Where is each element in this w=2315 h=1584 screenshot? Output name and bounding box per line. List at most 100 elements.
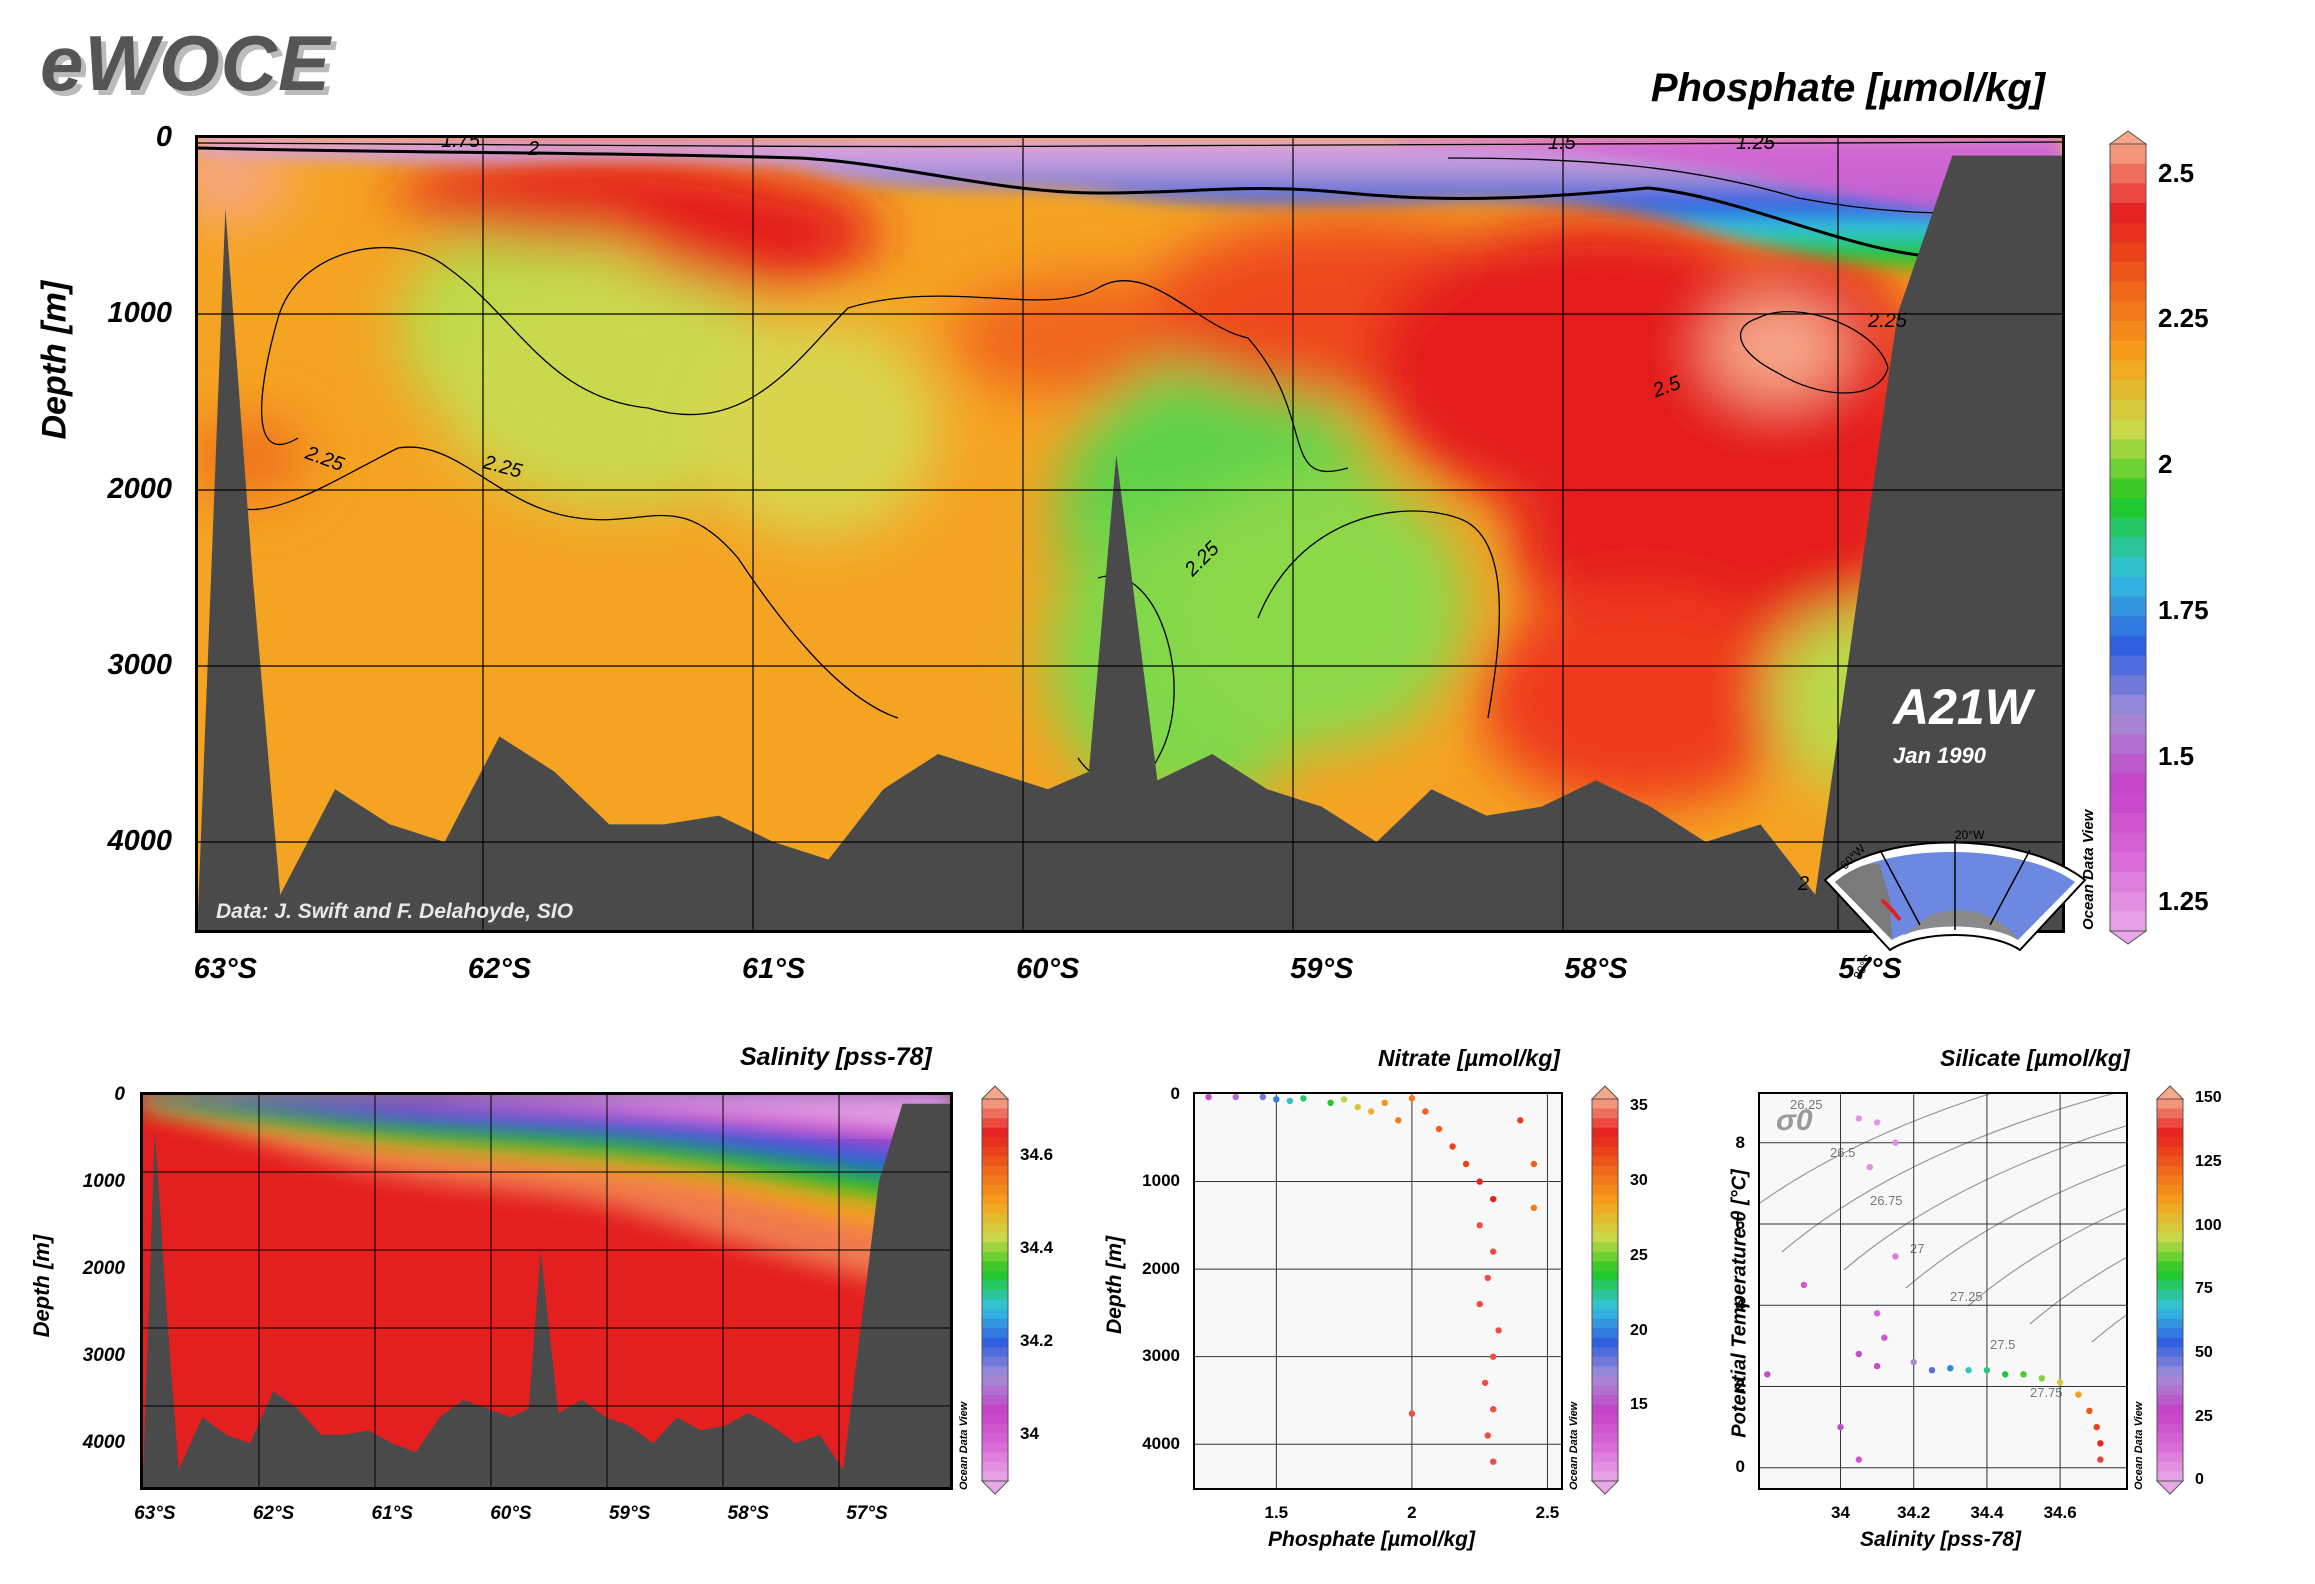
data-credit: Data: J. Swift and F. Delahoyde, SIO: [216, 900, 574, 923]
nitrate-point: [1259, 1094, 1266, 1101]
silicate-point: [1873, 1310, 1881, 1317]
main-ytick-4: 4000: [107, 824, 172, 857]
colorbar-segment: [982, 1423, 1008, 1434]
colorbar-segment: [982, 1347, 1008, 1358]
colorbar-segment: [2110, 714, 2146, 735]
colorbar-segment: [1592, 1127, 1618, 1138]
colorbar-cap: [2155, 1480, 2185, 1495]
colorbar-segment: [2110, 419, 2146, 440]
nitrate-point: [1368, 1108, 1375, 1115]
silicate-colorbar-svg: [2155, 1085, 2185, 1495]
colorbar-segment: [1592, 1137, 1618, 1148]
nitrate-point: [1481, 1379, 1489, 1387]
colorbar-segment: [2110, 911, 2146, 932]
colorbar-segment: [2157, 1395, 2183, 1406]
main-chart-title: Phosphate [µmol/kg]: [1650, 66, 2045, 110]
nitrate-watermark: Ocean Data View: [1568, 1401, 1580, 1490]
phosphate-section-svg: [198, 138, 2062, 930]
phosphate-colorbar: [2108, 130, 2148, 945]
sigma-label: σ0: [1776, 1104, 1813, 1137]
colorbar-segment: [2110, 301, 2146, 322]
colorbar-segment: [2110, 753, 2146, 775]
salinity-cbar-tick-3: 34: [1020, 1424, 1039, 1444]
silicate-point: [1983, 1367, 1991, 1374]
silicate-point: [1764, 1371, 1771, 1378]
isopycnal-line: [1760, 1094, 1991, 1204]
nitrate-point: [1484, 1432, 1491, 1439]
colorbar-segment: [982, 1290, 1008, 1301]
colorbar-segment: [2110, 694, 2146, 716]
colorbar-segment: [982, 1137, 1008, 1148]
nitrate-ytick-4: 4000: [1142, 1434, 1180, 1454]
silicate-point: [2086, 1407, 2093, 1414]
colorbar-cap: [2108, 930, 2148, 945]
colorbar-segment: [2157, 1299, 2183, 1310]
nitrate-point: [1408, 1095, 1416, 1102]
silicate-point: [1866, 1163, 1873, 1171]
salinity-ytick-4: 4000: [82, 1432, 125, 1454]
colorbar-segment: [2110, 222, 2146, 243]
silicate-point: [1928, 1367, 1936, 1374]
colorbar-segment: [1592, 1165, 1618, 1176]
nitrate-y-axis-label: Depth [m]: [1103, 1236, 1126, 1334]
salinity-colorbar-svg: [980, 1085, 1010, 1495]
colorbar-segment: [2157, 1404, 2183, 1415]
colorbar-segment: [2157, 1356, 2183, 1367]
colorbar-segment: [982, 1328, 1008, 1339]
silicate-xtick-3: 34.6: [2043, 1503, 2077, 1522]
colorbar-segment: [2110, 163, 2146, 184]
colorbar-segment: [982, 1270, 1008, 1282]
isopycnal-line: [2091, 1314, 2126, 1343]
isopycnal-label: 26.5: [1830, 1145, 1855, 1160]
colorbar-segment: [2157, 1146, 2183, 1157]
nitrate-cbar-tick-3: 20: [1630, 1321, 1648, 1339]
nitrate-point: [1286, 1097, 1294, 1105]
colorbar-segment: [982, 1395, 1008, 1406]
isopycnal-label: 27.25: [1950, 1289, 1983, 1304]
nitrate-point: [1530, 1204, 1538, 1211]
nitrate-point: [1300, 1095, 1307, 1102]
main-ytick-1: 1000: [107, 296, 172, 329]
salinity-xtick-5: 58°S: [727, 1503, 769, 1524]
colorbar-segment: [982, 1337, 1008, 1348]
nitrate-point: [1327, 1099, 1334, 1106]
colorbar-segment: [982, 1385, 1008, 1396]
salinity-watermark: Ocean Data View: [958, 1401, 970, 1490]
salinity-xtick-4: 59°S: [608, 1503, 651, 1524]
salinity-bathymetry: [143, 1103, 950, 1487]
colorbar-outline: [1591, 1098, 1619, 1482]
isopycnal-label: 27.75: [2030, 1385, 2063, 1400]
colorbar-segment: [1592, 1385, 1618, 1396]
colorbar-segment: [2157, 1318, 2183, 1329]
silicate-point: [2020, 1371, 2027, 1378]
colorbar-segment: [1592, 1395, 1618, 1406]
nitrate-scatter-plot: [1193, 1092, 1563, 1490]
silicate-title: Silicate [µmol/kg]: [1940, 1045, 2130, 1071]
salinity-xtick-6: 57°S: [846, 1503, 888, 1524]
main-xtick-5: 58°S: [1564, 953, 1628, 985]
colorbar-segment: [1592, 1099, 1618, 1110]
colorbar-segment: [1592, 1461, 1618, 1473]
colorbar-segment: [2110, 871, 2146, 893]
isopycnal-label: 26.75: [1870, 1193, 1903, 1208]
colorbar-segment: [2157, 1414, 2183, 1425]
colorbar-segment: [982, 1375, 1008, 1387]
colorbar-segment: [982, 1165, 1008, 1176]
nitrate-point: [1449, 1143, 1456, 1150]
nitrate-point: [1476, 1300, 1483, 1308]
nitrate-point: [1340, 1096, 1348, 1103]
colorbar-segment: [2110, 655, 2146, 676]
colorbar-segment: [1592, 1299, 1618, 1310]
colorbar-segment: [2110, 281, 2146, 302]
salinity-title: Salinity [pss-78]: [740, 1043, 932, 1071]
nitrate-xtick-2: 2.5: [1535, 1503, 1560, 1522]
colorbar-segment: [982, 1261, 1008, 1272]
colorbar-segment: [1592, 1290, 1618, 1301]
colorbar-segment: [982, 1461, 1008, 1473]
salinity-xtick-1: 62°S: [252, 1503, 295, 1524]
colorbar-segment: [2157, 1213, 2183, 1224]
colorbar-segment: [982, 1156, 1008, 1167]
colorbar-outline: [2109, 143, 2147, 932]
nitrate-point: [1462, 1160, 1470, 1168]
colorbar-segment: [2157, 1442, 2183, 1453]
